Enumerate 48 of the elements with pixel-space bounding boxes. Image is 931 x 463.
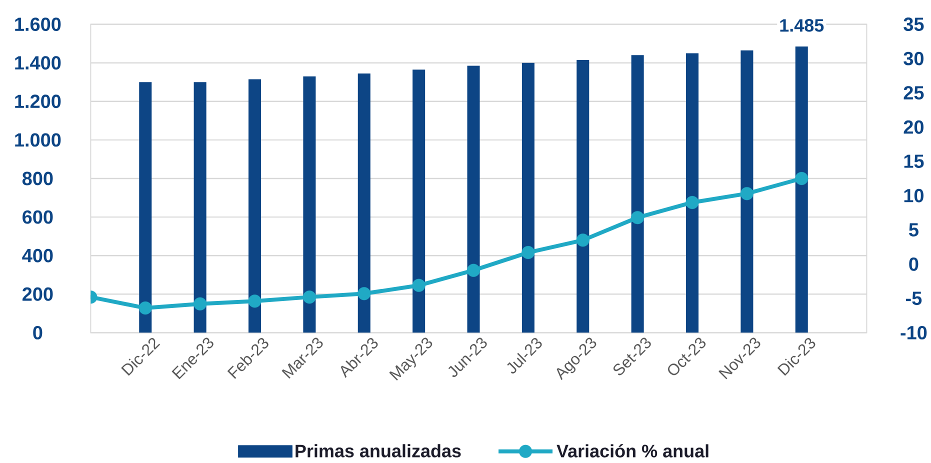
point (412, 278, 426, 292)
bar (467, 66, 480, 333)
y2-tick-label: 30 (904, 52, 924, 66)
y2-tick-label: 5 (909, 223, 918, 237)
y2-tick-label: -10 (900, 326, 927, 340)
bar (795, 46, 808, 333)
legend-label: Primas anualizadas (296, 444, 461, 458)
point (576, 234, 590, 247)
bar (194, 82, 206, 333)
y2-tick-label: 35 (904, 18, 924, 32)
point (795, 172, 808, 186)
bar (248, 79, 262, 333)
y-tick-label: 1.600 (15, 18, 61, 32)
y2-tick-label: 0 (909, 257, 918, 271)
y-tick-label: 1.200 (15, 94, 61, 108)
y2-tick-label: 15 (904, 154, 924, 168)
y2-tick-label: 25 (904, 86, 924, 100)
point (740, 187, 754, 200)
point (358, 287, 371, 300)
bar (139, 82, 152, 333)
data-label: 1.485 (780, 19, 824, 32)
bar (303, 76, 316, 333)
point (466, 264, 480, 277)
bar (412, 70, 426, 333)
point (522, 246, 535, 260)
point (138, 301, 152, 315)
point (302, 290, 316, 304)
y-tick-label: 800 (22, 172, 53, 186)
bar (740, 50, 754, 333)
bar (631, 55, 644, 333)
bar (358, 73, 370, 333)
point (248, 294, 262, 308)
bar (522, 62, 534, 333)
y2-tick-label: 20 (904, 120, 924, 134)
y-tick-label: 200 (22, 287, 53, 301)
y-tick-label: 600 (22, 210, 53, 224)
point (631, 211, 644, 224)
legend-label: Variación % anual (556, 444, 708, 458)
bar (686, 53, 699, 333)
point (194, 297, 207, 310)
y2-tick-label: 10 (904, 188, 924, 202)
y-tick-label: 0 (33, 326, 42, 340)
y-tick-label: 400 (22, 248, 53, 262)
y-tick-label: 1.000 (15, 133, 61, 147)
point (686, 196, 699, 210)
bar (576, 60, 590, 333)
y2-tick-label: -5 (906, 292, 922, 306)
y-tick-label: 1.400 (15, 56, 61, 70)
